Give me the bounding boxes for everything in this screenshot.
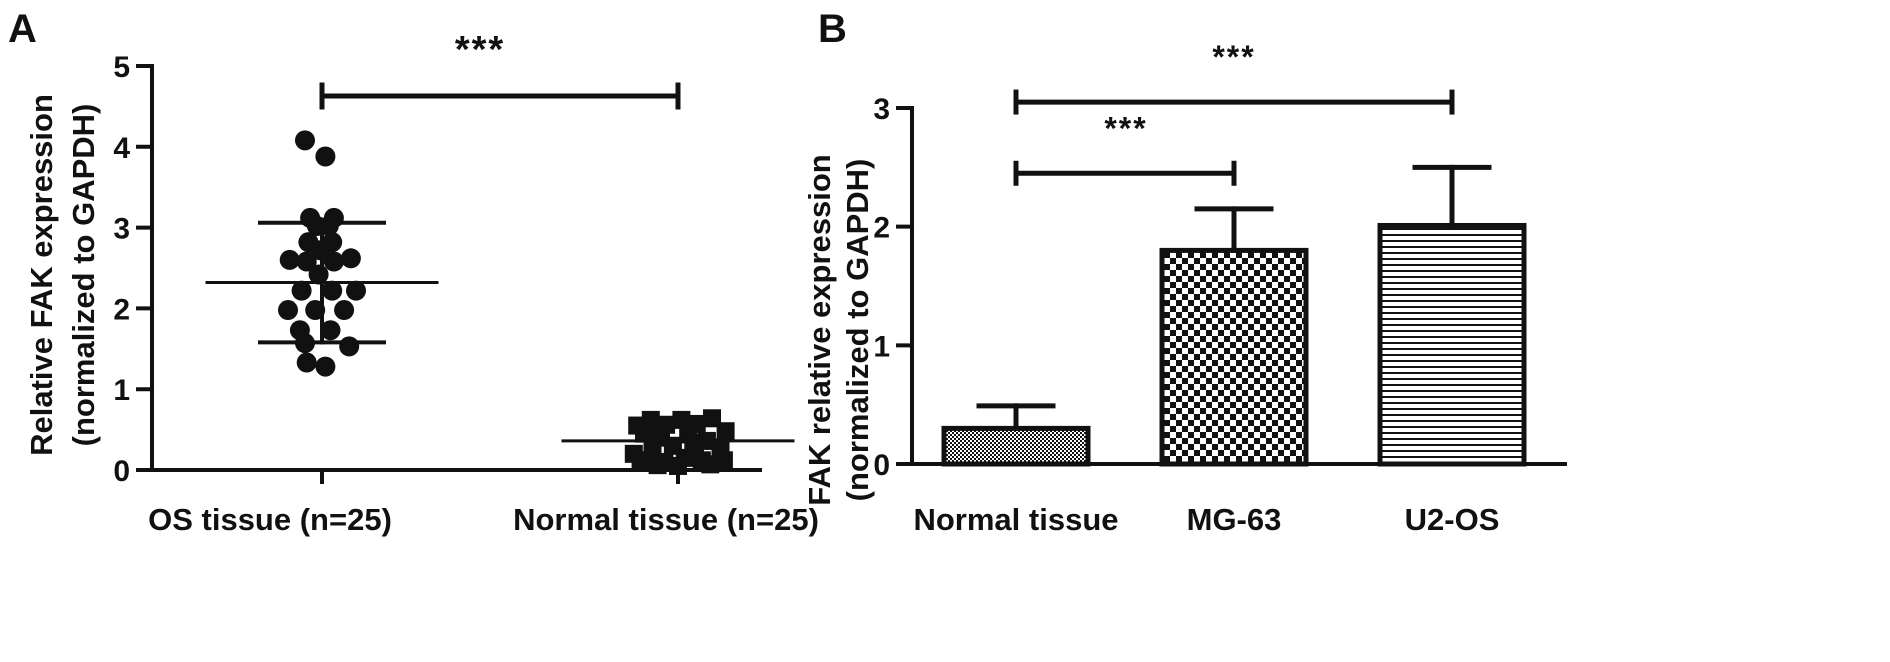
panel-a-data-point: [339, 336, 360, 357]
panel-b-y-tick-label: 0: [873, 449, 890, 482]
panel-a-y-tick-label: 0: [113, 455, 130, 488]
panel-a-data-point: [315, 146, 336, 167]
panel-a-significance: ***: [319, 29, 681, 110]
panel-a-data-point: [291, 280, 312, 301]
panel-a-data-point: [714, 451, 733, 470]
panel-a-data-point: [315, 356, 336, 377]
panel-a-data-point: [323, 251, 344, 272]
panel-a-ticks: 0 1 2 3 4 5: [113, 51, 154, 488]
panel-b-significance: *** ***: [1013, 39, 1455, 186]
panel-b-category-label: U2-OS: [1405, 502, 1500, 537]
panel-a-data-point: [295, 130, 315, 151]
panel-a-y-tick-label: 4: [113, 132, 130, 165]
panel-a-data-point: [672, 410, 691, 429]
panel-a-scatter-chart: A Relative FAK expression (normalized to…: [8, 7, 819, 537]
panel-b-bar-chart: B FAK relative expression (normalized to…: [802, 7, 1567, 537]
panel-b-bars: [941, 222, 1527, 467]
panel-a-ylabel-line1: Relative FAK expression: [24, 94, 59, 456]
panel-a-points: [278, 130, 735, 475]
panel-b-letter: B: [818, 7, 847, 51]
panel-b-axes: [910, 106, 1567, 466]
panel-b-ylabel-line2: (normalized to GAPDH): [840, 159, 875, 502]
panel-b-bar: [1377, 222, 1527, 467]
panel-b-significance-label: ***: [1212, 39, 1255, 75]
panel-a-ylabel-line2: (normalized to GAPDH): [66, 104, 101, 447]
panel-a-stats: [205, 220, 795, 443]
panel-a-data-point: [320, 320, 341, 341]
panel-a-data-point: [322, 280, 343, 301]
panel-a-data-point: [701, 455, 720, 474]
panel-a-data-point: [641, 410, 660, 429]
panel-a-data-point: [635, 424, 653, 443]
panel-a-data-point: [334, 300, 355, 321]
panel-a-data-point: [648, 456, 667, 475]
panel-a-data-point: [669, 456, 687, 475]
panel-a-category-labels: OS tissue (n=25) Normal tissue (n=25): [148, 502, 819, 537]
panel-a-y-tick-label: 5: [113, 51, 130, 84]
panel-a-data-point: [296, 251, 317, 272]
panel-b-y-tick-label: 3: [873, 93, 890, 126]
panel-a-data-point: [703, 409, 721, 428]
panel-b-significance-label: ***: [1104, 110, 1147, 146]
panel-b-y-tick-label: 2: [873, 212, 890, 245]
panel-a-category-label: OS tissue (n=25): [148, 502, 392, 537]
panel-a-category-label: Normal tissue (n=25): [513, 502, 819, 537]
panel-b-category-label: Normal tissue: [913, 502, 1118, 537]
panel-b-ticks: 0 1 2 3: [873, 93, 914, 482]
panel-a-data-point: [278, 300, 298, 321]
panel-b-error-bars: [976, 164, 1492, 431]
panel-a-data-point: [279, 249, 300, 270]
panel-a-data-point: [716, 422, 735, 441]
panel-a-y-tick-label: 3: [113, 213, 130, 246]
panel-b-category-label: MG-63: [1187, 502, 1282, 537]
panel-a-data-point: [296, 352, 317, 373]
panel-a-data-point: [346, 280, 366, 301]
panel-a-letter: A: [8, 7, 37, 51]
panel-b-bar: [1159, 247, 1309, 467]
panel-b-ylabel-line1: FAK relative expression: [802, 154, 837, 506]
panel-b-y-tick-label: 1: [873, 330, 890, 363]
panel-b-bar: [941, 425, 1091, 467]
panel-a-data-point: [340, 248, 361, 269]
panel-a-y-tick-label: 1: [113, 374, 130, 407]
panel-a-significance-label: ***: [455, 29, 505, 71]
panel-b-category-labels: Normal tissue MG-63 U2-OS: [913, 502, 1499, 537]
panel-a-data-point: [631, 451, 650, 470]
panel-a-data-point: [684, 433, 703, 452]
panel-a-y-tick-label: 2: [113, 293, 130, 326]
